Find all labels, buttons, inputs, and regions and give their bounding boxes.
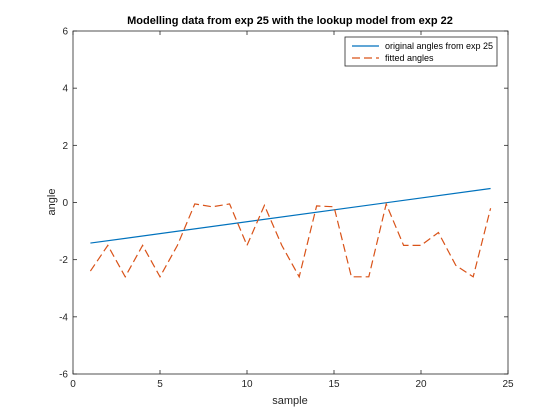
x-tick-label: 20 <box>415 379 427 390</box>
y-axis-label: angle <box>46 189 58 216</box>
chart-title: Modelling data from exp 25 with the look… <box>127 15 453 27</box>
y-tick-label: 4 <box>62 84 68 95</box>
series-layer <box>89 187 492 279</box>
x-axis-label: sample <box>272 395 307 407</box>
legend: original angles from exp 25 fitted angles <box>344 36 498 67</box>
legend-label-1: original angles from exp 25 <box>385 41 493 51</box>
series-line-2 <box>89 202 492 279</box>
x-tick-label: 10 <box>241 379 253 390</box>
legend-box <box>344 36 498 67</box>
x-tick-label: 0 <box>70 379 76 390</box>
series-line-1 <box>90 187 491 244</box>
y-tick-label: -6 <box>59 370 68 381</box>
y-tick-label: 6 <box>62 27 68 38</box>
y-tick-label: 0 <box>62 198 68 209</box>
y-tick-label: -4 <box>59 312 68 323</box>
axes-layer: 0 5 10 15 20 25 -6 -4 -2 0 2 4 6 <box>59 27 514 391</box>
x-tick-label: 5 <box>157 379 163 390</box>
y-tick-label: -2 <box>59 255 68 266</box>
plot-background <box>73 31 508 374</box>
x-tick-label: 15 <box>328 379 340 390</box>
y-tick-label: 2 <box>62 141 68 152</box>
x-tick-label: 25 <box>502 379 514 390</box>
legend-label-2: fitted angles <box>385 53 434 63</box>
